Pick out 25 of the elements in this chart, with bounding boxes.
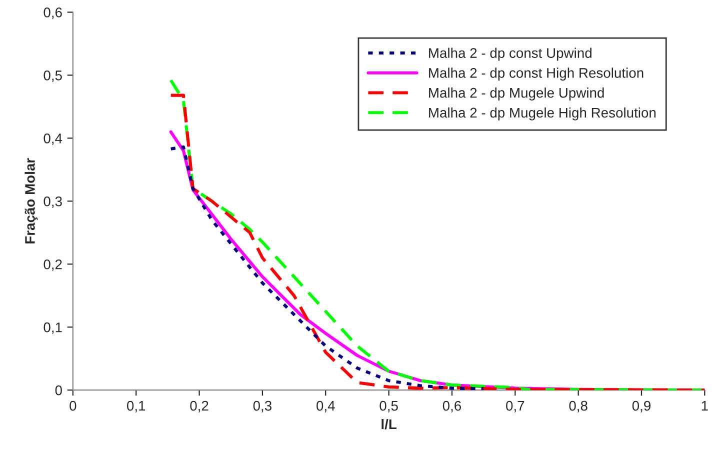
x-tick-label: 0,2 <box>190 400 208 412</box>
line-series <box>169 145 486 390</box>
y-tick-label: 0,4 <box>44 133 62 145</box>
x-tick-label: 0,3 <box>253 400 272 412</box>
y-tick-label: 0,6 <box>44 8 62 20</box>
x-tick-label: 0,1 <box>126 400 146 412</box>
x-tick-label: 1 <box>702 401 708 411</box>
legend-label: Malha 2 - dp const Upwind <box>429 48 592 61</box>
y-tick-label: 0,2 <box>44 259 62 271</box>
x-tick-label: 0,8 <box>569 400 588 412</box>
x-tick-label: 0 <box>70 400 76 411</box>
legend-label: Malha 2 - dp Mugele High Resolution <box>429 107 656 120</box>
y-axis-title: Fração Molar <box>24 158 38 244</box>
x-tick-label: 0,5 <box>380 400 398 412</box>
x-tick-label: 0,9 <box>632 400 650 412</box>
y-tick-label: 0 <box>55 385 62 396</box>
y-tick-label: 0,3 <box>44 196 62 208</box>
y-tick-label: 0,5 <box>44 70 62 82</box>
y-tick-label: 0,1 <box>44 322 62 334</box>
x-tick-label: 0,4 <box>316 400 335 412</box>
legend-label: Malha 2 - dp const High Resolution <box>429 68 644 81</box>
x-axis-title: l/L <box>382 418 396 430</box>
legend-label: Malha 2 - dp Mugele Upwind <box>429 88 604 100</box>
x-tick-label: 0,6 <box>442 400 462 412</box>
x-tick-label: 0,7 <box>506 400 524 412</box>
